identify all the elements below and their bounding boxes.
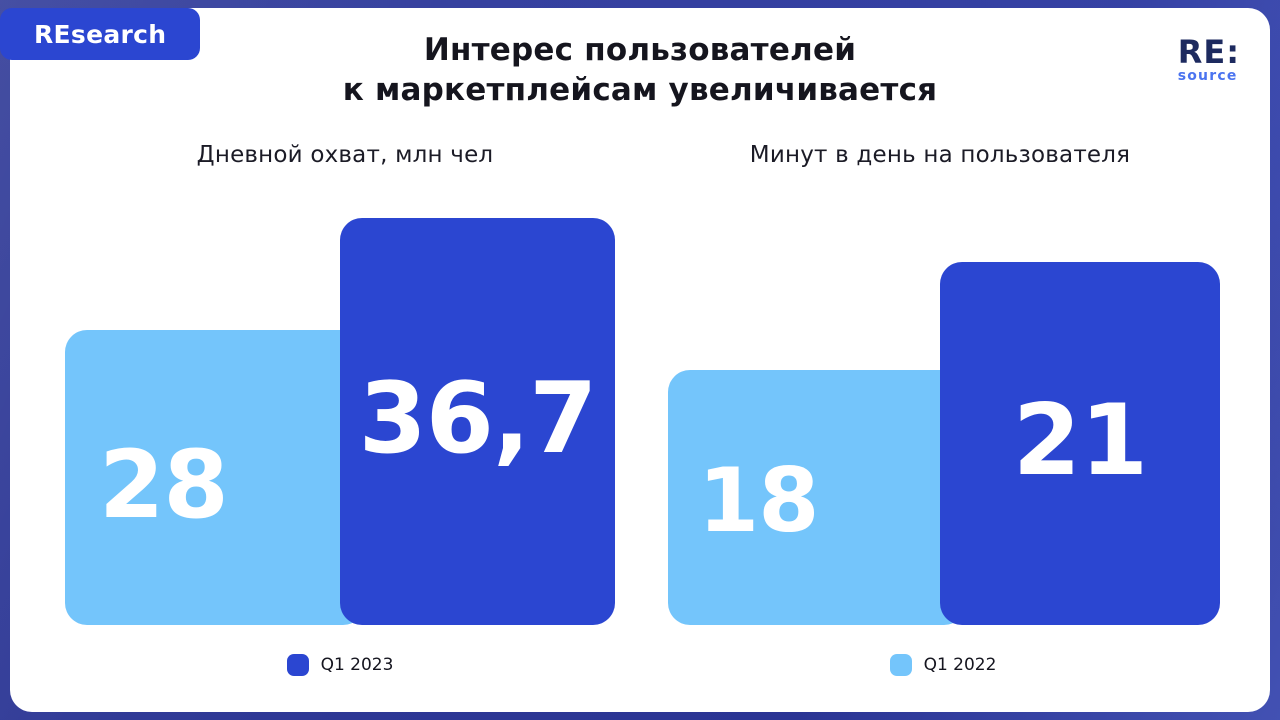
resource-logo: RE: source bbox=[1178, 36, 1240, 83]
legend-label-q1-2023: Q1 2023 bbox=[320, 655, 394, 675]
legend-label-q1-2022: Q1 2022 bbox=[923, 655, 997, 675]
resource-logo-text: RE: bbox=[1177, 33, 1240, 71]
bar-value-daily-reach-q1-2023: 36,7 bbox=[358, 362, 598, 476]
resource-logo-subtext: source bbox=[1177, 68, 1238, 84]
bar-minutes-q1-2023: 21 bbox=[940, 262, 1220, 625]
bar-minutes-q1-2022: 18 bbox=[668, 370, 966, 625]
bar-value-minutes-q1-2022: 18 bbox=[698, 449, 819, 552]
slide-title-line-2: к маркетплейсам увеличивается bbox=[342, 72, 938, 108]
slide-title: Интерес пользователей к маркетплейсам ув… bbox=[10, 30, 1270, 110]
legend-q1-2023: Q1 2023 bbox=[65, 652, 615, 678]
chart-subtitle-minutes-per-day: Минут в день на пользователя bbox=[749, 142, 1131, 168]
content-card: Интерес пользователей к маркетплейсам ув… bbox=[10, 8, 1270, 712]
legend-swatch-q1-2023 bbox=[286, 654, 309, 676]
legend-q1-2022: Q1 2022 bbox=[658, 652, 1228, 678]
bar-value-daily-reach-q1-2022: 28 bbox=[99, 431, 229, 540]
slide-title-line-1: Интерес пользователей bbox=[423, 32, 857, 68]
bar-daily-reach-q1-2022: 28 bbox=[65, 330, 365, 625]
bar-daily-reach-q1-2023: 36,7 bbox=[340, 218, 615, 625]
legend-swatch-q1-2022 bbox=[889, 654, 912, 676]
bar-value-minutes-q1-2023: 21 bbox=[1012, 384, 1148, 498]
chart-subtitle-daily-reach: Дневной охват, млн чел bbox=[196, 142, 494, 168]
research-badge: REsearch bbox=[0, 8, 201, 60]
